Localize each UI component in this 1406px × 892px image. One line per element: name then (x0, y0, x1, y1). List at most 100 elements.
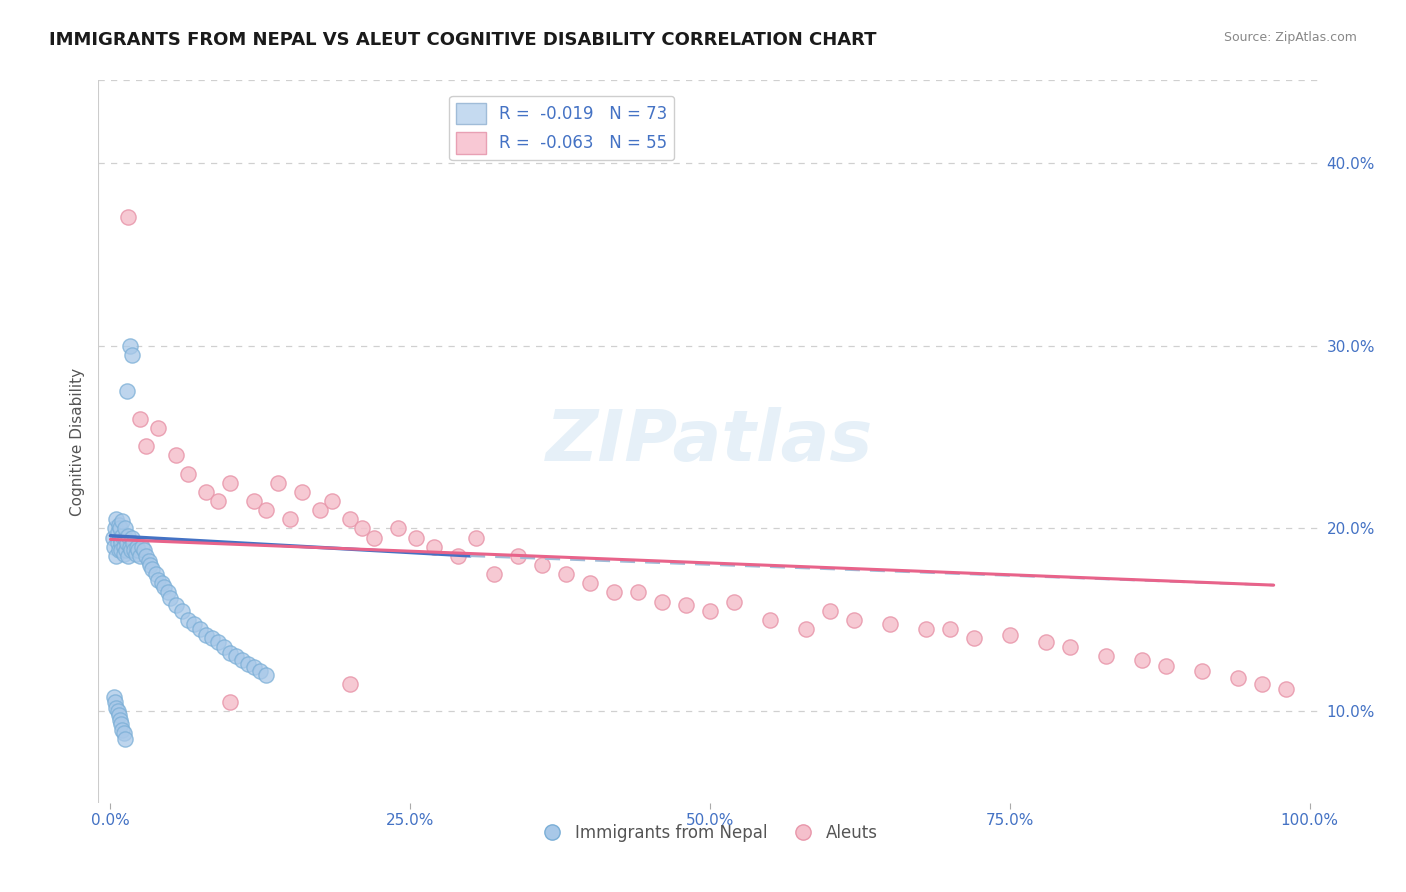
Point (225, 649, 247, 664)
Point (165, 599, 187, 613)
Point (363, 531, 385, 545)
Point (125, 540, 148, 554)
Point (195, 484, 218, 499)
Point (105, 700, 128, 714)
Point (1035, 635, 1057, 649)
Point (243, 660, 266, 674)
Point (117, 549, 139, 563)
Point (121, 348, 143, 362)
Point (117, 211, 139, 225)
Point (267, 475, 290, 490)
Point (231, 653, 253, 667)
Point (165, 448, 187, 462)
Point (138, 554, 160, 568)
Point (112, 726, 135, 740)
Point (135, 439, 157, 453)
Point (352, 521, 374, 535)
Point (110, 543, 132, 558)
Point (339, 677, 361, 691)
Point (879, 616, 901, 631)
Text: IMMIGRANTS FROM NEPAL VS ALEUT COGNITIVE DISABILITY CORRELATION CHART: IMMIGRANTS FROM NEPAL VS ALEUT COGNITIVE… (49, 31, 877, 49)
Point (153, 580, 176, 594)
Legend: Immigrants from Nepal, Aleuts: Immigrants from Nepal, Aleuts (536, 817, 884, 848)
Point (115, 536, 138, 550)
Point (111, 529, 134, 543)
Point (423, 540, 446, 554)
Point (177, 467, 200, 481)
Point (1154, 658, 1177, 673)
Point (107, 525, 129, 540)
Point (188, 622, 211, 636)
Point (129, 411, 152, 425)
Point (651, 594, 673, 608)
Point (321, 494, 343, 508)
Point (1130, 653, 1153, 667)
Point (111, 514, 134, 528)
Point (105, 512, 128, 526)
Point (214, 640, 236, 655)
Point (603, 585, 626, 599)
Point (114, 731, 136, 746)
Point (141, 562, 163, 576)
Point (124, 547, 146, 561)
Point (1250, 677, 1272, 691)
Point (177, 613, 200, 627)
Point (132, 543, 155, 558)
Point (842, 613, 865, 627)
Point (108, 517, 129, 532)
Point (148, 573, 170, 587)
Point (103, 540, 125, 554)
Point (127, 543, 149, 558)
Point (508, 549, 530, 563)
Point (172, 604, 194, 618)
Point (183, 616, 205, 631)
Point (117, 529, 139, 543)
Point (627, 585, 650, 599)
Point (219, 475, 242, 490)
Point (278, 512, 301, 526)
Point (110, 717, 132, 731)
Point (120, 543, 142, 558)
Point (131, 540, 153, 554)
Point (101, 531, 124, 545)
Point (159, 591, 181, 605)
Point (1226, 672, 1249, 686)
Y-axis label: Cognitive Disability: Cognitive Disability (69, 368, 84, 516)
Point (675, 599, 697, 613)
Point (156, 585, 179, 599)
Point (148, 421, 170, 435)
Point (1059, 640, 1081, 655)
Point (145, 567, 167, 582)
Point (254, 667, 277, 681)
Point (915, 622, 938, 636)
Point (387, 521, 409, 535)
Point (963, 631, 986, 645)
Point (291, 484, 314, 499)
Point (103, 690, 125, 704)
Point (998, 627, 1021, 641)
Point (129, 549, 152, 563)
Point (207, 494, 229, 508)
Point (818, 604, 841, 618)
Point (309, 503, 332, 517)
Point (447, 549, 470, 563)
Point (219, 695, 242, 709)
Point (405, 531, 427, 545)
Point (150, 576, 173, 591)
Point (1191, 664, 1213, 678)
Point (579, 576, 602, 591)
Point (339, 512, 361, 526)
Point (118, 540, 141, 554)
Text: ZIPatlas: ZIPatlas (547, 407, 873, 476)
Point (111, 723, 134, 737)
Point (219, 646, 242, 660)
Point (794, 622, 817, 636)
Point (114, 531, 136, 545)
Point (531, 558, 554, 572)
Point (115, 543, 138, 558)
Point (108, 543, 129, 558)
Point (107, 704, 129, 718)
Point (207, 635, 229, 649)
Text: Source: ZipAtlas.com: Source: ZipAtlas.com (1223, 31, 1357, 45)
Point (249, 664, 271, 678)
